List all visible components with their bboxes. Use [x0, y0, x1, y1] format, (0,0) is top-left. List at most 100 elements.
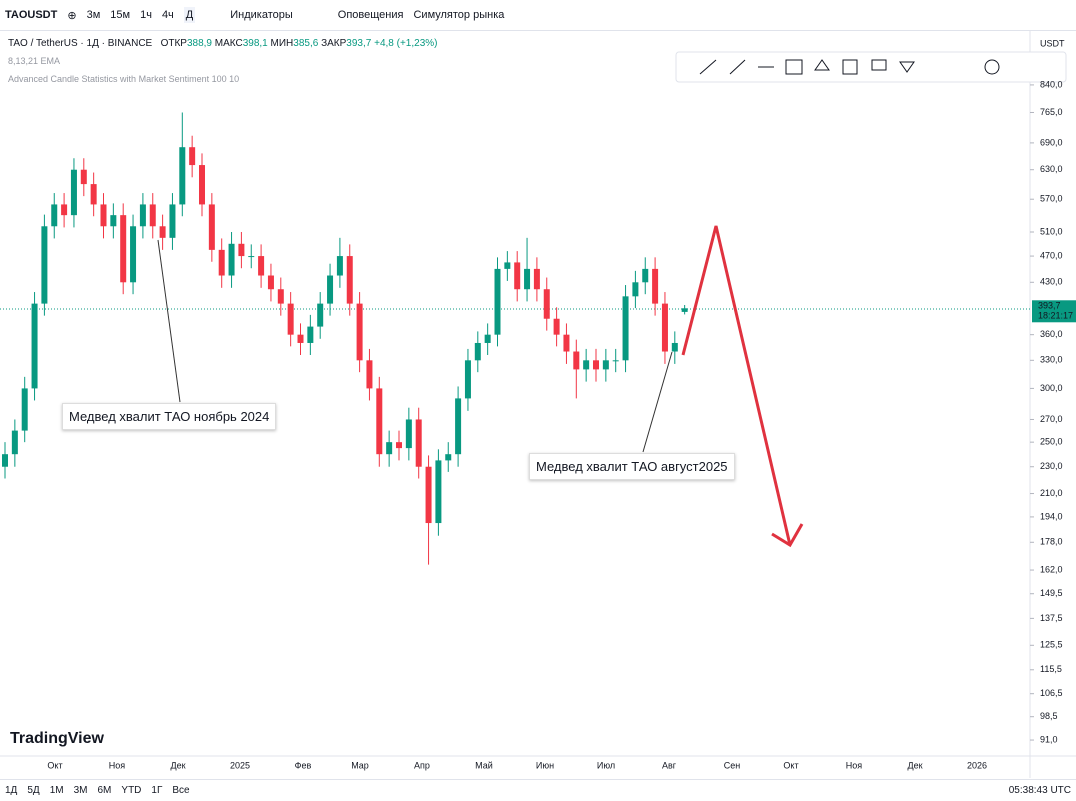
last-price-box: [1032, 300, 1076, 323]
y-tick-label: 270,0: [1040, 414, 1063, 424]
indicator[interactable]: 8,13,21 EMA: [8, 56, 61, 66]
indicators[interactable]: Индикаторы: [230, 9, 293, 21]
range[interactable]: 1Г: [151, 785, 163, 796]
candle-body: [514, 262, 521, 290]
last-price: 393,7: [1038, 301, 1061, 311]
y-tick-label: 178,0: [1040, 537, 1063, 547]
candle-body: [51, 204, 58, 227]
y-tick-label: 149,5: [1040, 588, 1063, 598]
y-tick-label: 91,0: [1040, 734, 1058, 744]
candle-body: [356, 303, 363, 361]
y-tick-label: 106,5: [1040, 688, 1063, 698]
x-tick-label: Мар: [351, 760, 369, 770]
y-tick-label: 570,0: [1040, 194, 1063, 204]
alerts[interactable]: Оповещения: [337, 9, 404, 21]
candle-body: [553, 318, 560, 335]
candle-body: [671, 342, 678, 352]
annotation[interactable]: Медвед хвалит ТАО ноябрь 2024: [62, 403, 277, 430]
x-tick-label: 2025: [230, 760, 250, 770]
range[interactable]: Все: [172, 785, 190, 796]
candle-body: [494, 268, 501, 335]
candle-body: [612, 360, 619, 362]
y-tick-label: 840,0: [1040, 79, 1063, 89]
y-tick-label: 690,0: [1040, 137, 1063, 147]
interval[interactable]: Д: [183, 7, 196, 23]
range[interactable]: 1М: [49, 785, 64, 796]
candle-body: [139, 204, 146, 227]
logo: TradingView: [10, 730, 104, 747]
annotation[interactable]: Медвед хвалит ТАО август2025: [529, 453, 735, 480]
label: ЗАКР: [321, 38, 347, 49]
candle-body: [366, 360, 373, 389]
candle-body: [189, 147, 196, 166]
replay[interactable]: Симулятор рынка: [413, 9, 505, 21]
range[interactable]: 5Д: [27, 785, 40, 796]
candle-body: [110, 215, 117, 227]
y-tick-label: 510,0: [1040, 226, 1063, 236]
x-tick-label: Фев: [295, 760, 312, 770]
interval[interactable]: 3м: [86, 9, 101, 21]
x-tick-label: Май: [475, 760, 493, 770]
candle-body: [248, 256, 255, 258]
y-tick-label: 162,0: [1040, 564, 1063, 574]
candle-body: [228, 243, 235, 276]
candle-body: [238, 243, 245, 257]
candle-body: [21, 388, 28, 431]
candle-body: [130, 226, 137, 283]
indicator[interactable]: Advanced Candle Statistics with Market S…: [8, 74, 240, 84]
candle-body: [632, 282, 639, 297]
candle-body: [415, 419, 422, 467]
candle-body: [474, 342, 481, 361]
x-tick-label: Ноя: [846, 760, 863, 770]
legend: TAO / TetherUS · 1Д · BINANCE ОТКР388,9 …: [8, 38, 437, 49]
candle-body: [533, 268, 540, 290]
candle-body: [11, 430, 18, 455]
annotation-pointer: [157, 239, 181, 403]
candle-body: [287, 303, 294, 335]
range[interactable]: YTD: [121, 785, 142, 796]
symbol[interactable]: TAOUSDT: [5, 9, 58, 21]
add[interactable]: ⊕: [67, 9, 77, 22]
candle-body: [425, 466, 432, 524]
change: +4,8 (+1,23%): [374, 38, 438, 49]
interval[interactable]: 15м: [110, 9, 131, 21]
candle-body: [652, 268, 659, 304]
range[interactable]: 3М: [73, 785, 88, 796]
candle-body: [386, 442, 393, 455]
range[interactable]: 6М: [97, 785, 112, 796]
candle-body: [593, 360, 599, 370]
candle-body: [435, 460, 442, 524]
y-tick-label: 230,0: [1040, 461, 1063, 471]
candle-body: [277, 289, 284, 304]
x-tick-label: Сен: [724, 760, 741, 770]
candle-body: [642, 268, 649, 283]
x-tick-label: Окт: [47, 760, 62, 770]
candle-body: [61, 204, 68, 216]
candle-body: [218, 249, 225, 276]
candle-body: [90, 184, 97, 205]
chart: USDT 840,0 765,0 690,0 630,0 570,0 510,0 470,0 4…: [0, 31, 1076, 778]
label: МАКС: [214, 38, 243, 49]
candle-body: [484, 334, 491, 343]
range[interactable]: 1Д: [5, 785, 18, 796]
candle-body: [661, 303, 668, 352]
candle-body: [31, 303, 38, 389]
x-tick-label: 2026: [967, 760, 987, 770]
interval[interactable]: 1ч: [140, 9, 152, 21]
y-tick-label: 765,0: [1040, 107, 1063, 117]
candle-body: [199, 165, 205, 205]
y-tick-label: 210,0: [1040, 488, 1063, 498]
y-tick-label: 250,0: [1040, 437, 1063, 447]
candle-body: [169, 204, 176, 238]
countdown: 18:21:17: [1038, 311, 1073, 321]
candle-body: [317, 303, 324, 327]
interval[interactable]: 4ч: [161, 9, 174, 21]
currency: USDT: [1040, 38, 1065, 48]
candle-body: [405, 419, 412, 449]
y-tick-label: 360,0: [1040, 329, 1063, 339]
bottom-bar: 1Д 5Д 1М 3М 6М YTD 1Г Все 05:38:43 UTC: [0, 779, 1076, 801]
candle-body: [396, 442, 402, 449]
annotation-pointer: [642, 351, 673, 453]
x-tick-label: Дек: [907, 760, 922, 770]
